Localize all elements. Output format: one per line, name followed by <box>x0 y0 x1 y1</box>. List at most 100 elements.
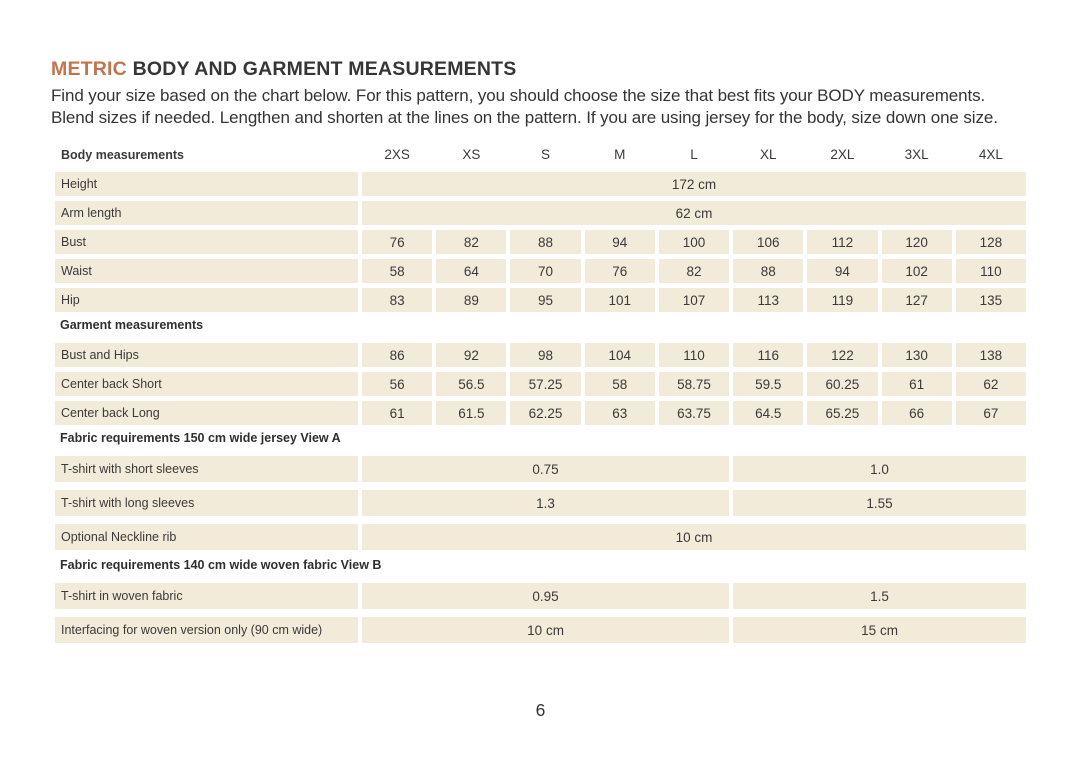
value-cell: 128 <box>955 230 1026 254</box>
row-label: Interfacing for woven version only (90 c… <box>55 617 358 643</box>
value-cell: 1.3 <box>362 490 730 516</box>
value-cell: 63 <box>584 401 655 425</box>
value-cell: 0.95 <box>362 583 730 609</box>
row-label: Center back Long <box>55 401 358 425</box>
value-cell: 82 <box>436 230 507 254</box>
value-cell: 86 <box>362 343 433 367</box>
value-cell: 112 <box>807 230 878 254</box>
row-label: Center back Short <box>55 372 358 396</box>
value-cell: 94 <box>807 259 878 283</box>
value-cell: 1.0 <box>733 456 1026 482</box>
value-cell: 1.55 <box>733 490 1026 516</box>
value-cell: 107 <box>658 288 730 312</box>
value-cell: 92 <box>436 343 507 367</box>
measurement-table: Body measurements 2XS XS S M L XL 2XL 3XL 4XL Heig… <box>55 147 1026 643</box>
table-row: T-shirt with long sleeves 1.3 1.55 <box>55 490 1026 516</box>
value-cell: 62 <box>955 372 1026 396</box>
value-cell: 100 <box>658 230 730 254</box>
value-cell: 56.5 <box>436 372 507 396</box>
table-row: Optional Neckline rib 10 cm <box>55 524 1026 550</box>
size-column-header: XS <box>462 147 481 162</box>
value-cell: 1.5 <box>733 583 1026 609</box>
value-cell: 88 <box>510 230 581 254</box>
table-row: Waist 58 64 70 76 82 88 94 102 110 <box>55 259 1026 283</box>
value-cell: 76 <box>362 230 433 254</box>
value-cell: 130 <box>881 343 952 367</box>
value-cell: 116 <box>733 343 804 367</box>
size-column-header: M <box>614 147 626 162</box>
table-row: Interfacing for woven version only (90 c… <box>55 617 1026 643</box>
title-highlight: METRIC <box>51 58 127 80</box>
value-cell: 88 <box>733 259 804 283</box>
value-cell: 61 <box>881 372 952 396</box>
value-cell: 110 <box>658 343 730 367</box>
value-cell: 83 <box>362 288 433 312</box>
value-cell: 57.25 <box>510 372 581 396</box>
value-cell: 58.75 <box>658 372 730 396</box>
table-header-row: Body measurements 2XS XS S M L XL 2XL 3XL 4XL <box>55 147 1026 162</box>
value-cell: 101 <box>584 288 655 312</box>
value-cell: 56 <box>362 372 433 396</box>
value-cell: 67 <box>955 401 1026 425</box>
value-cell: 138 <box>955 343 1026 367</box>
value-cell: 64.5 <box>733 401 804 425</box>
table-row: Hip 83 89 95 101 107 113 119 127 135 <box>55 288 1026 312</box>
size-column-header: XL <box>759 147 777 162</box>
table-row: Arm length 62 cm <box>55 201 1026 225</box>
section-title: Fabric requirements 150 cm wide jersey V… <box>60 431 341 445</box>
value-cell: 62 cm <box>362 201 1026 225</box>
value-cell: 120 <box>881 230 952 254</box>
size-column-header: 2XL <box>830 147 855 162</box>
value-cell: 135 <box>955 288 1026 312</box>
table-row: Height 172 cm <box>55 172 1026 196</box>
table-header-label: Body measurements <box>61 148 184 162</box>
row-label: Hip <box>55 288 358 312</box>
row-label: T-shirt in woven fabric <box>55 583 358 609</box>
table-row: Center back Long 61 61.5 62.25 63 63.75 64.5 65… <box>55 401 1026 425</box>
value-cell: 110 <box>955 259 1026 283</box>
section-title: Fabric requirements 140 cm wide woven fa… <box>60 558 382 572</box>
row-label: T-shirt with long sleeves <box>55 490 358 516</box>
row-label: Arm length <box>55 201 358 225</box>
title-rest: BODY AND GARMENT MEASUREMENTS <box>126 58 517 80</box>
size-column-header: 4XL <box>978 147 1003 162</box>
value-cell: 102 <box>881 259 952 283</box>
row-label: Height <box>55 172 358 196</box>
value-cell: 94 <box>584 230 655 254</box>
value-cell: 127 <box>881 288 952 312</box>
value-cell: 113 <box>733 288 804 312</box>
value-cell: 82 <box>658 259 730 283</box>
value-cell: 104 <box>584 343 655 367</box>
page-title: METRIC BODY AND GARMENT MEASUREMENTS <box>51 57 1080 81</box>
row-label: Optional Neckline rib <box>55 524 358 550</box>
intro-paragraph: Find your size based on the chart below.… <box>51 86 998 127</box>
value-cell: 10 cm <box>362 617 730 643</box>
value-cell: 106 <box>733 230 804 254</box>
table-row: Bust and Hips 86 92 98 104 110 116 122 130 138 <box>55 343 1026 367</box>
row-label: Waist <box>55 259 358 283</box>
value-cell: 65.25 <box>807 401 878 425</box>
value-cell: 61 <box>362 401 433 425</box>
size-column-header: L <box>690 147 698 162</box>
value-cell: 66 <box>881 401 952 425</box>
value-cell: 63.75 <box>658 401 730 425</box>
value-cell: 70 <box>510 259 581 283</box>
section-title: Garment measurements <box>60 318 204 332</box>
value-cell: 58 <box>584 372 655 396</box>
value-cell: 60.25 <box>807 372 878 396</box>
size-column-header: 2XS <box>384 147 410 162</box>
value-cell: 89 <box>436 288 507 312</box>
value-cell: 15 cm <box>733 617 1026 643</box>
row-label: Bust and Hips <box>55 343 358 367</box>
value-cell: 76 <box>584 259 655 283</box>
value-cell: 98 <box>510 343 581 367</box>
value-cell: 61.5 <box>436 401 507 425</box>
value-cell: 122 <box>807 343 878 367</box>
table-row: T-shirt in woven fabric 0.95 1.5 <box>55 583 1026 609</box>
value-cell: 62.25 <box>510 401 581 425</box>
value-cell: 119 <box>807 288 878 312</box>
table-row: T-shirt with short sleeves 0.75 1.0 <box>55 456 1026 482</box>
value-cell: 95 <box>510 288 581 312</box>
row-label: Bust <box>55 230 358 254</box>
value-cell: 64 <box>436 259 507 283</box>
